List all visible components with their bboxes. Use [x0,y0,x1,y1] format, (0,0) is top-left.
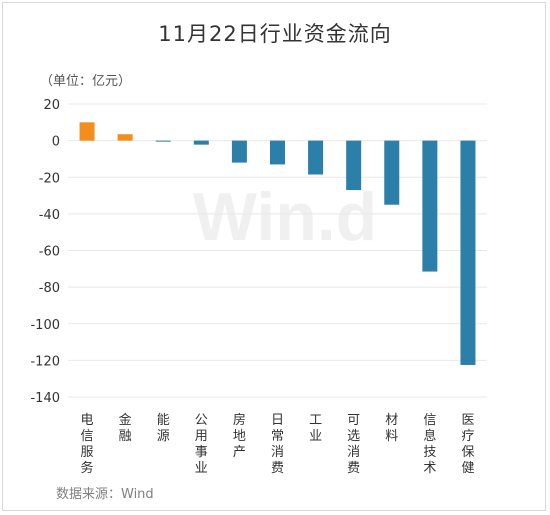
bar-0 [79,122,95,141]
unit-label: （单位：亿元） [40,74,132,89]
x-tick-label: 信息技术 [423,413,436,476]
y-tick-label: -120 [30,354,60,369]
y-tick-label: -60 [39,245,60,260]
x-tick-label: 金融 [119,412,132,444]
bar-6 [308,140,324,175]
gridlines [68,103,487,398]
chart-title: 11月22日行业资金流向 [158,22,392,46]
bar-5 [270,140,285,165]
bar-10 [460,140,476,365]
source-note: 数据来源：Wind [56,487,154,502]
bar-4 [231,140,247,163]
bar-7 [346,140,362,191]
y-tick-label: -100 [30,318,60,333]
x-tick-label: 日常消费 [271,413,284,476]
x-tick-label: 房地产 [233,412,246,460]
watermark: Win.d [193,179,377,255]
y-tick-label: -20 [39,171,60,186]
y-tick-label: 0 [52,135,60,150]
x-tick-label: 医疗保健 [461,413,474,476]
x-tick-label: 公用事业 [195,413,208,476]
bar-8 [384,140,400,205]
bar-3 [193,140,209,145]
y-tick-label: -40 [39,208,60,223]
y-axis-ticks: 20 0 -20 -40 -60 -80 -100 -120 -140 [30,98,60,406]
chart-frame [2,2,546,511]
x-tick-label: 工业 [309,413,322,444]
bar-9 [422,140,438,272]
x-tick-label: 能源 [157,413,170,444]
x-tick-label: 电信服务 [81,413,94,476]
x-tick-label: 材料 [385,413,398,444]
bar-2 [155,140,171,142]
y-tick-label: 20 [43,98,60,113]
x-tick-label: 可选消费 [347,413,360,476]
bar-1 [117,134,133,141]
bars [79,122,476,365]
y-tick-label: -140 [30,391,60,406]
y-tick-label: -80 [39,281,60,296]
